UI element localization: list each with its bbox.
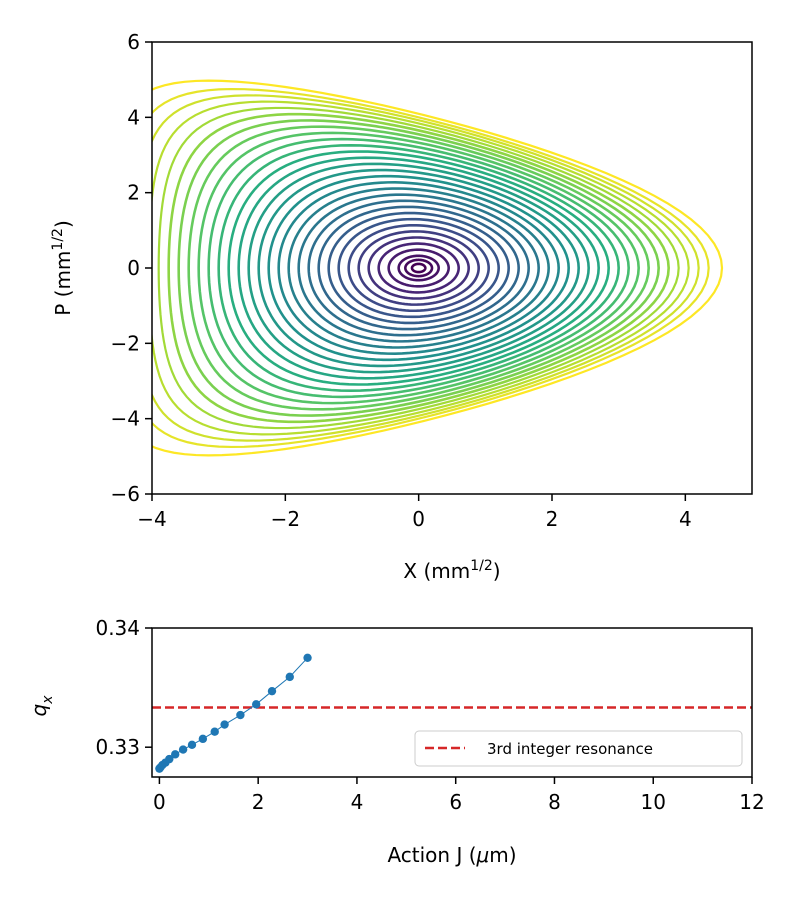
tune-point — [187, 740, 197, 750]
x-tick-label: 0 — [153, 790, 166, 814]
phase-space-x-ticks: −4 −2 0 2 4 — [137, 494, 692, 531]
tune-x-label: Action J (μm) — [387, 843, 516, 867]
x-tick-label: −4 — [137, 507, 166, 531]
x-tick-label: 12 — [739, 790, 764, 814]
orbit-curve — [397, 254, 440, 282]
orbit-curve — [227, 150, 610, 386]
orbit-curve — [377, 242, 460, 294]
orbit-curve — [347, 223, 490, 313]
orbit-curve — [267, 174, 570, 362]
orbit-curve — [337, 217, 500, 319]
y-tick-label: 2 — [127, 181, 140, 205]
tune-point — [251, 700, 261, 709]
legend-resonance-label: 3rd integer resonance — [487, 740, 653, 758]
orbit-curve — [410, 262, 427, 274]
orbit-curve — [277, 181, 560, 355]
orbit-curve — [152, 79, 724, 457]
x-tick-label: 10 — [641, 790, 666, 814]
orbit-curve — [297, 193, 540, 343]
tune-series-group — [152, 653, 752, 773]
orbit-curve — [197, 131, 640, 405]
orbit-curve — [247, 162, 590, 374]
orbit-curve — [152, 94, 700, 442]
phase-space-y-label: P (mm1/2) — [50, 220, 75, 316]
y-tick-label: 4 — [127, 105, 140, 129]
orbit-curve — [157, 106, 680, 430]
tune-y-ticks: 0.33 0.34 — [95, 616, 152, 759]
phase-space-x-label: X (mm1/2) — [403, 558, 500, 583]
orbit-curve — [404, 258, 434, 278]
tune-point — [210, 727, 219, 736]
orbit-curve — [217, 143, 620, 393]
orbit-curve — [327, 211, 510, 325]
tune-plot: 0 2 4 6 8 10 12 0.33 0.34 Action J (μm) qx 3rd … — [27, 616, 765, 867]
orbit-curve — [367, 236, 470, 300]
phase-space-frame — [151, 41, 753, 495]
tune-point — [236, 710, 245, 720]
x-tick-label: 2 — [546, 507, 559, 531]
tune-x-ticks: 0 2 4 6 8 10 12 — [153, 777, 765, 814]
orbit-curve — [257, 168, 580, 368]
tune-point — [171, 750, 180, 759]
orbit-curve — [307, 199, 530, 337]
orbit-curve — [387, 248, 450, 288]
tune-plot-frame — [151, 627, 753, 778]
x-tick-label: 4 — [351, 790, 364, 814]
phase-space-y-ticks: −6 −4 −2 0 2 4 6 — [111, 30, 152, 506]
x-tick-label: 6 — [449, 790, 462, 814]
y-tick-label: −6 — [111, 482, 140, 506]
y-tick-label: 6 — [127, 30, 140, 54]
orbit-curve — [152, 87, 710, 449]
tune-y-label: qx — [27, 695, 56, 717]
y-tick-label: −2 — [111, 331, 140, 355]
orbit-group — [152, 79, 724, 457]
tune-point — [178, 745, 188, 754]
x-tick-label: 2 — [252, 790, 265, 814]
x-tick-label: −2 — [271, 507, 300, 531]
orbit-curve — [357, 230, 480, 306]
x-tick-label: 8 — [548, 790, 561, 814]
y-tick-label: 0 — [127, 256, 140, 280]
orbit-curve — [167, 112, 670, 424]
tune-point — [198, 734, 208, 744]
orbit-curve — [207, 137, 630, 399]
y-tick-label: −4 — [111, 407, 140, 431]
orbit-curve — [152, 100, 690, 436]
tune-point — [285, 672, 294, 682]
orbit-curve — [237, 156, 600, 380]
tune-point — [267, 686, 277, 696]
y-tick-label: 0.33 — [95, 735, 140, 759]
y-tick-label: 0.34 — [95, 616, 140, 640]
tune-point — [165, 754, 174, 764]
orbit-curve — [317, 205, 520, 331]
orbit-curve — [187, 125, 650, 411]
legend: 3rd integer resonance — [414, 730, 743, 767]
orbit-curve — [287, 187, 550, 349]
tune-point — [220, 720, 229, 729]
legend-box — [414, 730, 743, 767]
tune-point — [303, 653, 312, 662]
orbit-curve — [177, 119, 660, 417]
x-tick-label: 4 — [679, 507, 692, 531]
x-tick-label: 0 — [412, 507, 425, 531]
